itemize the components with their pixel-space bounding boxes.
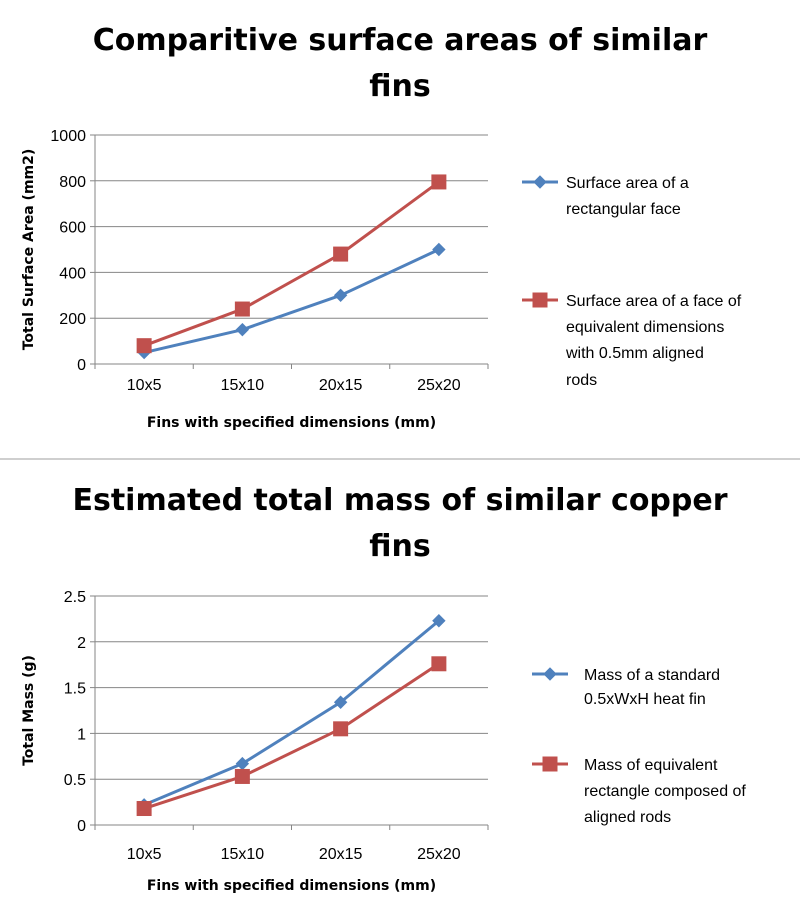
y-tick-label: 2.5: [64, 589, 86, 606]
data-point: [136, 338, 152, 354]
y-tick-label: 400: [59, 265, 86, 282]
legend-marker: [533, 175, 547, 189]
y-tick-label: 1: [77, 726, 86, 743]
y-tick-label: 0: [77, 818, 86, 835]
data-point: [333, 246, 349, 262]
x-tick-label: 10x5: [127, 846, 162, 863]
x-tick-label: 15x10: [221, 846, 265, 863]
data-point: [432, 614, 446, 628]
legend-label: 0.5xWxH heat fin: [584, 691, 706, 708]
series-2: Mass of equivalent rectangle composed of a…: [136, 656, 746, 826]
chart-title-line: Estimated total mass of similar copper: [72, 483, 727, 518]
legend-label: Mass of a standard: [584, 667, 720, 684]
legend-label: Surface area of a face of: [566, 293, 742, 310]
y-tick-label: 0: [77, 357, 86, 374]
legend-label: aligned rods: [584, 809, 671, 826]
y-tick-label: 1.5: [64, 681, 86, 698]
series-2: Surface area of a face of equivalent dime…: [136, 174, 742, 389]
legend-label: Mass of equivalent: [584, 757, 718, 774]
legend-label: rectangle composed of: [584, 783, 746, 800]
x-tick-label: 10x5: [127, 377, 162, 394]
y-tick-label: 1000: [50, 128, 86, 145]
series-line: [143, 180, 440, 348]
x-tick-label: 25x20: [417, 377, 461, 394]
y-tick-label: 0.5: [64, 772, 86, 789]
chart-title-line: fins: [369, 69, 430, 104]
series-1: Surface area of a rectangular face: [137, 175, 689, 360]
x-tick-label: 15x10: [221, 377, 265, 394]
data-point: [136, 801, 152, 817]
x-tick-label: 20x15: [319, 377, 363, 394]
series-1: Mass of a standard 0.5xWxH heat fin: [137, 614, 720, 812]
data-point: [333, 721, 349, 737]
data-point: [234, 768, 250, 784]
legend-label: Surface area of a: [566, 175, 689, 192]
chart-title-line: fins: [369, 529, 430, 564]
x-axis-title: Fins with specified dimensions (mm): [147, 415, 436, 431]
y-axis-title: Total Surface Area (mm2): [21, 149, 37, 351]
series-line: [143, 619, 440, 807]
data-point: [234, 301, 250, 317]
y-axis-title: Total Mass (g): [21, 655, 37, 766]
legend-label: equivalent dimensions: [566, 319, 724, 336]
legend-label: rods: [566, 372, 597, 389]
x-tick-label: 20x15: [319, 846, 363, 863]
series-line: [143, 248, 440, 355]
data-point: [235, 322, 250, 337]
x-tick-label: 25x20: [417, 846, 461, 863]
x-axis-title: Fins with specified dimensions (mm): [147, 878, 436, 894]
y-tick-label: 2: [77, 635, 86, 652]
chart-1: Comparitive surface areas of similar fins…: [21, 23, 742, 431]
y-tick-label: 200: [59, 311, 86, 328]
data-point: [432, 242, 446, 257]
legend-marker: [543, 667, 557, 681]
data-point: [431, 174, 447, 190]
legend-marker: [532, 292, 548, 308]
y-tick-label: 800: [59, 174, 86, 191]
legend-label: rectangular face: [566, 201, 681, 218]
legend-marker: [542, 756, 558, 772]
y-tick-label: 600: [59, 220, 86, 237]
chart-2: Estimated total mass of similar copper fi…: [21, 483, 746, 894]
legend-label: with 0.5mm aligned: [565, 345, 704, 362]
data-point: [333, 288, 348, 303]
chart-title-line: Comparitive surface areas of similar: [93, 23, 708, 58]
data-point: [431, 656, 447, 672]
data-point: [333, 695, 348, 709]
series-line: [143, 662, 440, 810]
